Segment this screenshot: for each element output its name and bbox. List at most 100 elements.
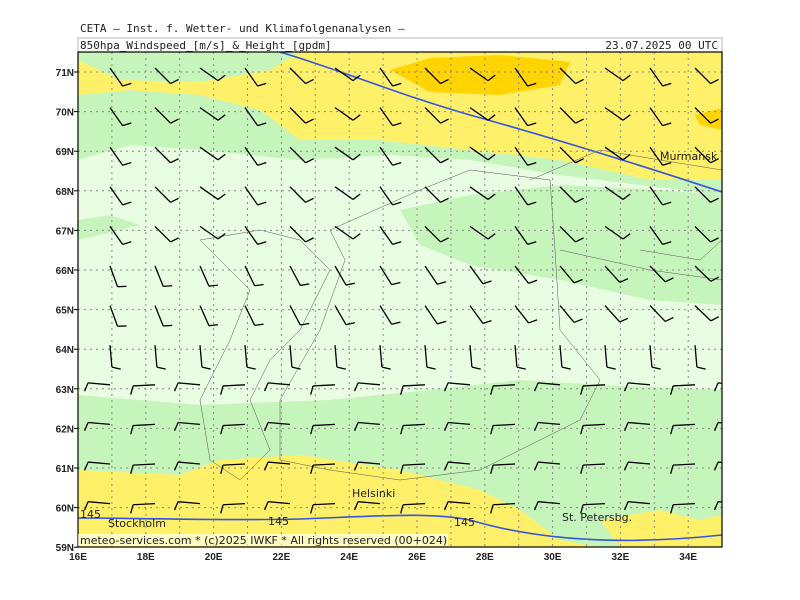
barb-flag — [516, 366, 526, 370]
wind-barb — [199, 225, 226, 240]
barb-shaft — [514, 265, 530, 284]
wind-barb — [694, 107, 719, 124]
barb-flag — [246, 366, 256, 370]
wind-barb — [514, 107, 537, 127]
wind-barb — [130, 423, 156, 435]
barb-flag — [130, 385, 134, 395]
barb-flag — [710, 237, 719, 243]
wind-barb — [173, 461, 201, 471]
wind-barb — [109, 305, 127, 327]
wind-barb — [533, 382, 561, 392]
wind-barb — [559, 146, 584, 164]
barb-shaft — [402, 423, 426, 427]
barb-shaft — [492, 463, 516, 466]
barb-flag — [662, 161, 672, 166]
green-zone — [78, 215, 140, 240]
wind-barb — [244, 226, 267, 246]
barb-flag — [758, 194, 765, 199]
barb-flag — [170, 78, 179, 85]
barb-flag — [83, 461, 89, 471]
barb-flag — [426, 366, 436, 370]
barb-flag — [156, 366, 166, 370]
barb-shaft — [649, 305, 666, 322]
barb-shaft — [469, 345, 473, 368]
barb-shaft — [109, 67, 124, 87]
barb-shaft — [334, 146, 354, 161]
wind-barb — [694, 186, 719, 203]
wind-barb — [740, 68, 765, 81]
lon-label: 28E — [476, 552, 494, 563]
barb-shaft — [358, 501, 381, 505]
barb-shaft — [222, 463, 246, 466]
barb-flag — [305, 118, 314, 124]
barb-shaft — [559, 107, 577, 124]
barb-shaft — [582, 423, 606, 427]
barb-flag — [400, 385, 404, 395]
barb-shaft — [109, 186, 124, 206]
wind-barb — [443, 461, 471, 471]
barb-flag — [443, 422, 449, 432]
barb-flag — [662, 241, 672, 246]
wind-barb — [694, 305, 720, 322]
barb-flag — [713, 501, 719, 511]
barb-flag — [263, 382, 269, 392]
barb-flag — [122, 161, 132, 166]
barb-flag — [122, 201, 132, 206]
wind-barb — [649, 265, 674, 283]
barb-flag — [575, 118, 584, 124]
barb-flag — [758, 154, 765, 159]
barb-flag — [130, 504, 134, 514]
lat-label: 65N — [56, 306, 74, 317]
barb-flag — [710, 158, 719, 164]
barb-shaft — [244, 67, 259, 87]
barb-shaft — [109, 345, 113, 368]
barb-shaft — [379, 305, 393, 325]
barb-shaft — [334, 225, 354, 240]
barb-flag — [392, 241, 402, 246]
barb-flag — [305, 237, 314, 243]
wind-barb — [623, 382, 651, 392]
barb-flag — [651, 366, 661, 370]
wind-barb — [334, 186, 361, 200]
barb-shaft — [424, 146, 442, 164]
barb-flag — [528, 279, 538, 284]
wind-barb — [469, 345, 481, 370]
wind-barb — [289, 345, 301, 370]
wind-barbs — [83, 67, 765, 514]
barb-flag — [220, 425, 224, 435]
barb-flag — [257, 122, 267, 127]
wind-barb — [559, 265, 583, 284]
lat-label: 59N — [56, 543, 74, 554]
wind-barb — [670, 423, 696, 435]
wind-barb — [533, 501, 561, 511]
wind-barb — [109, 107, 132, 127]
barb-shaft — [740, 266, 756, 281]
barb-shaft — [672, 384, 696, 387]
barb-shaft — [514, 107, 529, 126]
barb-flag — [345, 322, 355, 326]
wind-barb — [263, 382, 291, 392]
wind-barb — [263, 461, 291, 471]
wind-barb — [154, 107, 179, 124]
wind-barb — [424, 67, 449, 85]
lon-label: 24E — [340, 552, 358, 563]
barb-shaft — [559, 265, 575, 284]
map-frame — [77, 51, 723, 548]
barb-flag — [713, 422, 719, 432]
wind-barb — [334, 225, 361, 240]
barb-flag — [217, 114, 226, 121]
barb-flag — [173, 382, 179, 392]
wind-barb — [244, 107, 267, 127]
barb-shaft — [199, 107, 219, 121]
barb-flag — [392, 122, 402, 127]
barb-shaft — [604, 67, 624, 82]
lon-label: 16E — [69, 552, 87, 563]
wind-barb — [289, 146, 314, 164]
barb-shaft — [492, 384, 516, 387]
barb-shaft — [538, 501, 561, 505]
wind-barb — [400, 463, 426, 475]
barb-flag — [443, 501, 449, 511]
barb-flag — [391, 321, 401, 325]
barb-shaft — [132, 384, 156, 387]
place-label: St. Petersbg. — [562, 511, 632, 524]
